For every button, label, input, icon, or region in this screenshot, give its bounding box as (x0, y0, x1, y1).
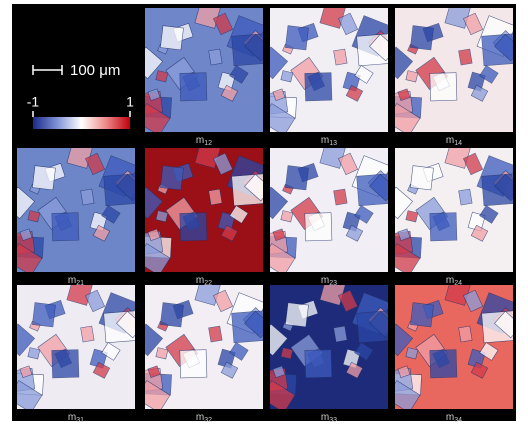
scale-bar-label: 100 μm (70, 62, 120, 79)
flake (180, 213, 207, 241)
panel-symbol: m (196, 412, 204, 423)
flake (459, 189, 472, 205)
flake (410, 26, 433, 50)
flake (209, 49, 222, 65)
flake (430, 73, 457, 101)
panel-index: 13 (329, 140, 337, 147)
flake (406, 71, 418, 82)
flake (52, 213, 79, 241)
colorbar (33, 117, 130, 129)
panel-symbol: m (196, 135, 204, 146)
flake (81, 326, 94, 342)
flake (406, 348, 418, 359)
panel-index: 12 (204, 140, 212, 147)
flake (281, 348, 293, 359)
flake (459, 49, 472, 65)
colorbar-tick-label: 1 (126, 94, 134, 110)
flake (406, 211, 418, 222)
panel-image (381, 142, 522, 275)
panel-image (3, 142, 144, 275)
panel-image (381, 2, 522, 135)
panel-symbol: m (446, 412, 454, 423)
flake (156, 71, 168, 82)
flake (32, 166, 55, 190)
panel-symbol: m (446, 135, 454, 146)
panel-image (381, 279, 522, 412)
flake (281, 211, 293, 222)
flake (180, 73, 207, 101)
panel-symbol: m (68, 412, 76, 423)
flake (410, 166, 433, 190)
panel-index: 34 (454, 417, 462, 424)
flake (281, 71, 293, 82)
flake (81, 189, 94, 205)
flake (430, 213, 457, 241)
flake (285, 26, 308, 50)
panel-index: 31 (76, 417, 84, 424)
flake (410, 303, 433, 327)
panel-index: 33 (329, 417, 337, 424)
panel-symbol: m (321, 135, 329, 146)
flake (32, 303, 55, 327)
panel-image (131, 2, 272, 135)
panel-image (3, 279, 144, 412)
flake (28, 211, 40, 222)
panel-symbol: m (321, 412, 329, 423)
panel-image (256, 2, 397, 135)
flake (180, 350, 207, 378)
flake (209, 189, 222, 205)
panel-index: 32 (204, 417, 212, 424)
flake (334, 189, 347, 205)
panel-image (131, 279, 272, 412)
flake (305, 350, 332, 378)
flake (28, 348, 40, 359)
panel-symbol: m (68, 275, 76, 286)
figure: 100 μm -11m12m13m14m21m22m23m24m31m32m33… (0, 0, 528, 425)
flake (285, 166, 308, 190)
flake (156, 348, 168, 359)
flake (285, 303, 308, 327)
flake (459, 326, 472, 342)
panel-symbol: m (321, 275, 329, 286)
flake (305, 213, 332, 241)
flake (52, 350, 79, 378)
flake (160, 303, 183, 327)
panel-image (131, 142, 272, 275)
flake (305, 73, 332, 101)
panel-image (256, 142, 397, 275)
flake (156, 211, 168, 222)
flake (160, 26, 183, 50)
colorbar-tick-label: -1 (27, 94, 40, 110)
flake (160, 166, 183, 190)
panel-symbol: m (196, 275, 204, 286)
flake (209, 326, 222, 342)
panel-index: 14 (454, 140, 462, 147)
panel-image (256, 279, 397, 412)
flake (430, 350, 457, 378)
flake (334, 49, 347, 65)
flake (334, 326, 347, 342)
panel-symbol: m (446, 275, 454, 286)
